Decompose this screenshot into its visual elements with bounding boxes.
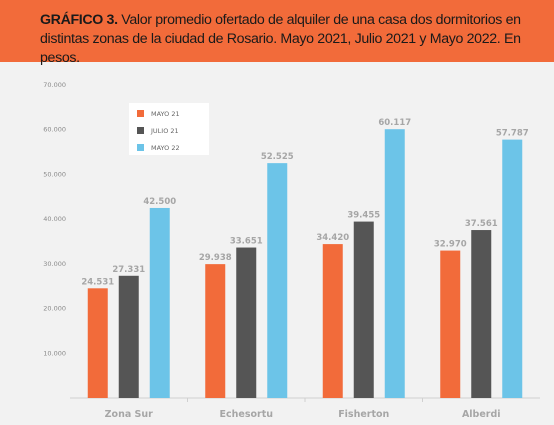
data-label: 24.531 [81, 277, 114, 287]
data-label: 60.117 [378, 118, 411, 128]
chart-title-label: GRÁFICO 3. [40, 12, 118, 28]
data-label: 29.938 [199, 253, 232, 263]
y-tick-label: 50.000 [43, 170, 66, 178]
legend-swatch [137, 144, 144, 151]
y-tick-label: 60.000 [43, 126, 66, 134]
legend-label: JULIO 21 [150, 127, 179, 135]
data-label: 39.455 [347, 211, 380, 221]
data-label: 57.787 [496, 129, 529, 139]
bar [353, 221, 374, 398]
bar [205, 264, 226, 398]
chart-title: GRÁFICO 3. Valor promedio ofertado de al… [40, 11, 545, 68]
data-label: 37.561 [465, 219, 498, 229]
data-label: 42.500 [143, 197, 176, 207]
legend-label: MAYO 21 [151, 110, 180, 118]
bar [502, 139, 523, 398]
data-label: 34.420 [316, 233, 349, 243]
bar [87, 288, 108, 398]
y-tick-label: 70.000 [43, 81, 66, 89]
legend-label: MAYO 22 [151, 144, 180, 152]
data-label: 27.331 [112, 265, 145, 275]
bar [322, 244, 343, 398]
chart-title-description: Valor promedio ofertado de alquiler de u… [40, 12, 521, 66]
legend-swatch [137, 110, 144, 117]
bar [471, 230, 492, 398]
category-label: Fisherton [338, 409, 389, 420]
bar [118, 275, 139, 398]
bar [440, 250, 461, 398]
bar [267, 163, 288, 398]
bar [149, 207, 170, 398]
data-label: 52.525 [261, 152, 294, 162]
legend-swatch [137, 127, 144, 134]
bar [236, 247, 257, 398]
data-label: 32.970 [434, 240, 467, 250]
category-label: Echesortu [220, 409, 274, 420]
y-tick-label: 10.000 [43, 349, 66, 357]
y-tick-label: 40.000 [43, 215, 66, 223]
category-label: Zona Sur [105, 409, 154, 420]
y-tick-label: 20.000 [43, 305, 66, 313]
bar [384, 129, 405, 398]
bar-chart: 10.000 20.000 30.000 40.000 50.000 60.000 70.0… [43, 81, 540, 420]
chart-header: GRÁFICO 3. Valor promedio ofertado de al… [0, 0, 554, 66]
category-label: Alberdi [462, 409, 501, 420]
data-label: 33.651 [230, 237, 263, 247]
y-tick-label: 30.000 [43, 260, 66, 268]
